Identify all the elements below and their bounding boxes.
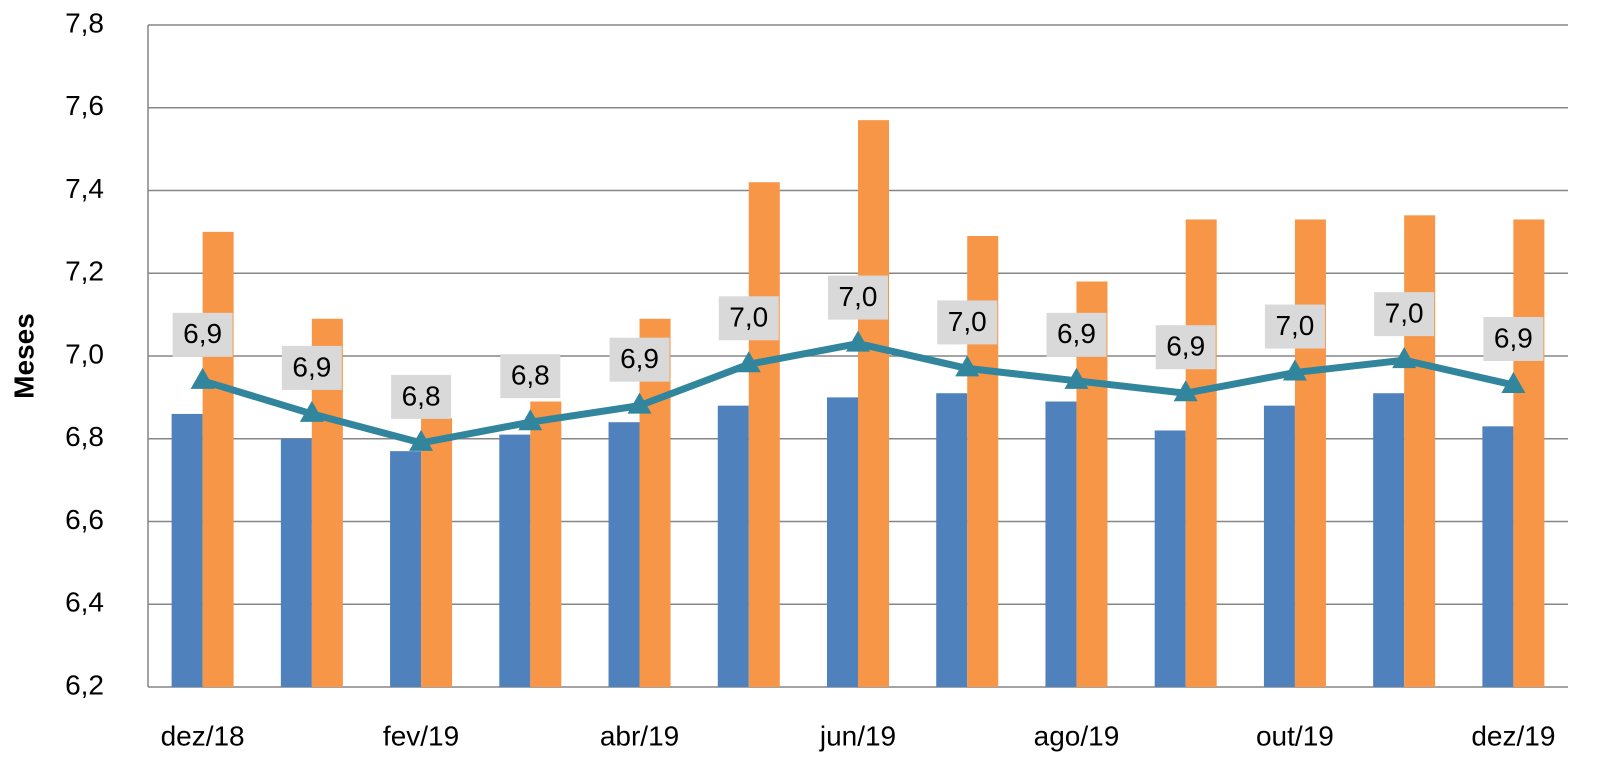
bar	[1404, 215, 1436, 687]
line-marker	[1173, 380, 1198, 402]
data-label-box	[391, 374, 452, 419]
data-label-box	[609, 337, 670, 382]
data-label: 7,0	[948, 306, 987, 337]
line-marker	[190, 367, 215, 389]
x-tick-label: dez/19	[1471, 720, 1555, 751]
line-marker	[1501, 371, 1526, 393]
line-marker	[736, 351, 761, 373]
bar	[1045, 401, 1077, 687]
bar	[936, 393, 968, 687]
data-label-box	[1264, 304, 1325, 349]
data-label-box	[937, 300, 998, 345]
y-tick-label: 6,6	[65, 504, 104, 535]
bar	[608, 422, 640, 687]
y-tick-label: 7,0	[65, 338, 104, 369]
data-label: 7,0	[729, 302, 768, 333]
bar	[530, 401, 562, 687]
bar	[1373, 393, 1405, 687]
line-marker	[1282, 359, 1307, 381]
x-tick-label: fev/19	[383, 720, 459, 751]
bar	[1482, 426, 1514, 687]
y-tick-label: 6,8	[65, 421, 104, 452]
data-label: 6,8	[511, 360, 550, 391]
line-marker	[409, 429, 434, 451]
y-tick-label: 7,2	[65, 256, 104, 287]
y-axis-label: Meses	[8, 313, 39, 399]
line-marker	[1392, 347, 1417, 369]
bar	[421, 418, 453, 687]
bar	[717, 405, 749, 687]
bar	[1154, 430, 1186, 687]
bar	[827, 397, 858, 687]
bar	[858, 120, 889, 688]
y-tick-label: 6,4	[65, 587, 104, 618]
data-label: 7,0	[1275, 310, 1314, 341]
data-label-box	[828, 275, 888, 320]
data-label-box	[718, 296, 779, 341]
data-label: 6,9	[1166, 331, 1205, 362]
y-tick-label: 7,8	[65, 7, 104, 38]
data-label-box	[500, 354, 561, 399]
line-marker	[1064, 367, 1089, 389]
bar	[1294, 219, 1326, 687]
bar	[748, 182, 780, 687]
line-marker	[627, 392, 652, 414]
bar	[202, 231, 234, 687]
line-marker	[518, 409, 543, 431]
y-tick-label: 6,2	[65, 669, 104, 700]
data-label-box	[1046, 312, 1107, 357]
data-label-box	[1374, 292, 1435, 337]
bar	[390, 451, 422, 687]
data-label: 6,9	[183, 318, 222, 349]
data-label: 6,9	[1057, 318, 1096, 349]
data-label: 6,9	[620, 343, 659, 374]
data-label-box	[1155, 325, 1216, 370]
x-tick-label: dez/18	[161, 720, 245, 751]
x-tick-label: abr/19	[600, 720, 679, 751]
bar	[171, 413, 203, 687]
bar	[1263, 405, 1295, 687]
bar	[280, 438, 312, 687]
y-tick-label: 7,4	[65, 173, 104, 204]
y-tick-label: 7,6	[65, 90, 104, 121]
line-marker	[846, 330, 870, 352]
data-label: 7,0	[839, 281, 878, 312]
data-label: 6,9	[292, 351, 331, 382]
line-marker	[299, 400, 324, 422]
data-label-box	[281, 345, 342, 390]
data-label: 6,9	[1494, 322, 1533, 353]
data-label-box	[172, 312, 233, 357]
x-tick-label: jun/19	[819, 720, 896, 751]
data-label: 7,0	[1385, 298, 1424, 329]
bar	[499, 434, 531, 687]
data-label: 6,8	[402, 380, 441, 411]
x-tick-label: out/19	[1256, 720, 1334, 751]
x-tick-label: ago/19	[1034, 720, 1120, 751]
data-label-box	[1483, 316, 1544, 361]
line-marker	[955, 355, 980, 377]
bar	[1513, 219, 1545, 687]
bar	[1185, 219, 1217, 687]
